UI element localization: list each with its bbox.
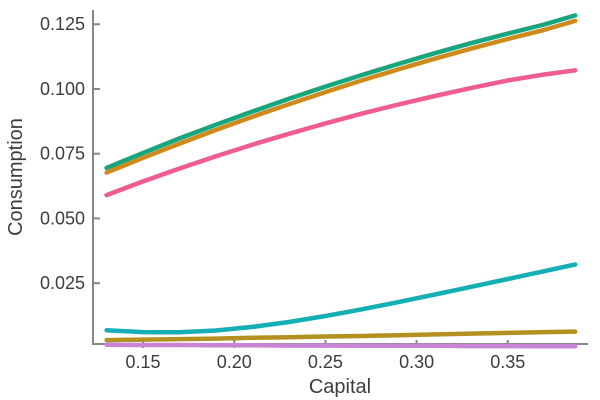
series-olive-line — [104, 329, 578, 343]
series-pink-line — [104, 68, 578, 198]
x-tick-label: 0.30 — [399, 352, 434, 372]
axes-layer: 0.025 0.050 0.075 0.100 0.125 0.15 0.20 0.25 0.3… — [40, 10, 588, 372]
y-tick-label: 0.050 — [40, 208, 85, 228]
y-tick-label: 0.125 — [40, 14, 85, 34]
y-tick-label: 0.100 — [40, 79, 85, 99]
y-tick-label: 0.075 — [40, 144, 85, 164]
y-tick-label: 0.025 — [40, 273, 85, 293]
x-tick-label: 0.25 — [308, 352, 343, 372]
x-tick-label: 0.20 — [217, 352, 252, 372]
series-teal-green-line — [104, 13, 578, 171]
x-tick-label: 0.15 — [126, 352, 161, 372]
series-layer — [104, 13, 578, 349]
series-purple-line — [104, 342, 578, 349]
x-tick-label: 0.35 — [490, 352, 525, 372]
y-axis-label: Consumption — [5, 118, 27, 236]
series-cyan-line — [104, 262, 578, 335]
x-axis-label: Capital — [309, 376, 371, 398]
series-orange-line — [104, 18, 578, 175]
